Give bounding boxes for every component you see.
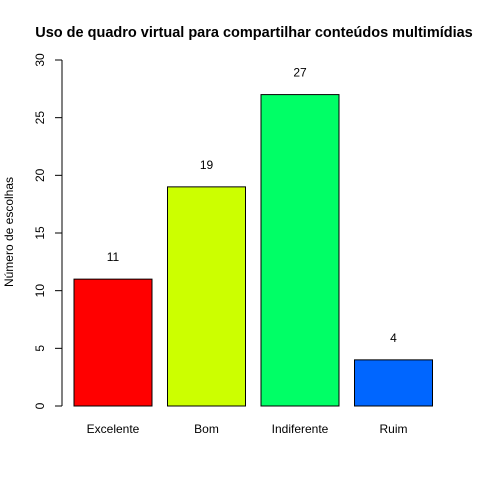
data-label: 19 <box>200 158 214 172</box>
category-label: Indiferente <box>272 422 329 436</box>
y-tick-label: 15 <box>33 226 47 240</box>
y-tick-label: 10 <box>33 284 47 298</box>
chart-title: Uso de quadro virtual para compartilhar … <box>35 25 473 41</box>
bar-bom <box>167 186 246 407</box>
y-tick-label: 30 <box>33 53 47 67</box>
bar-indiferente <box>260 94 340 407</box>
y-axis-label: Número de escolhas <box>2 177 16 287</box>
category-label: Bom <box>194 422 219 436</box>
y-tick-label: 25 <box>33 111 47 125</box>
data-label: 4 <box>390 331 397 345</box>
data-label: 11 <box>107 250 120 264</box>
bars-group: 11 Excelente 19 Bom 27 Indiferente 4 Ruim <box>73 66 433 436</box>
y-axis-ticks: 0 5 10 15 20 25 30 <box>33 53 62 409</box>
data-label: 27 <box>293 66 307 80</box>
y-tick-label: 20 <box>33 168 47 182</box>
category-label: Excelente <box>87 422 140 436</box>
category-label: Ruim <box>379 422 407 436</box>
y-tick-label: 5 <box>33 345 47 352</box>
bar-excelente <box>73 278 153 407</box>
y-tick-label: 0 <box>33 402 47 409</box>
bar-ruim <box>354 359 433 407</box>
